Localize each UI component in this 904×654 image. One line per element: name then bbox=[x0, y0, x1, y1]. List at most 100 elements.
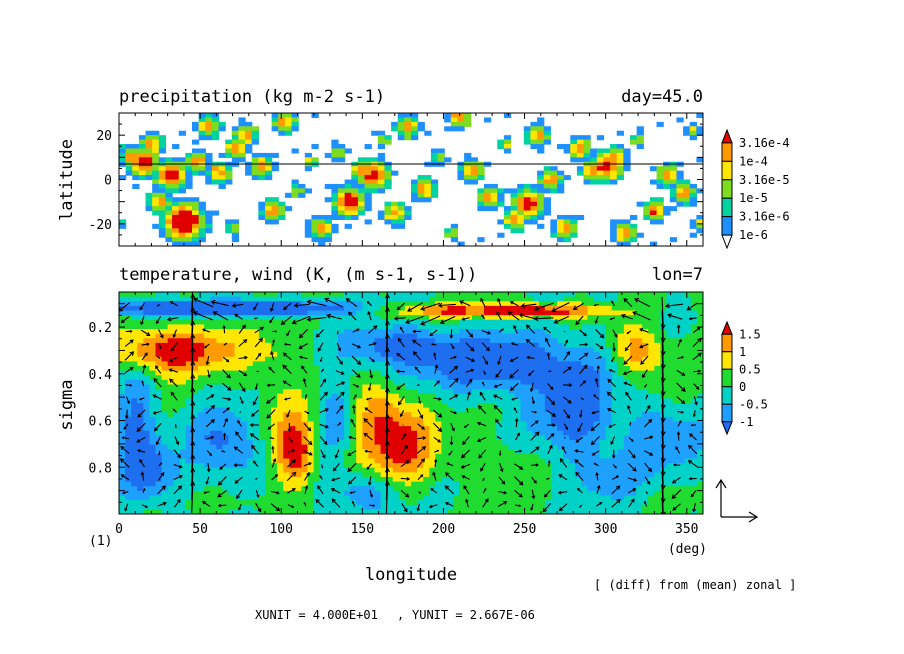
temperature-cell bbox=[149, 403, 157, 409]
temperature-cell bbox=[441, 329, 449, 335]
precip-cell bbox=[165, 219, 173, 225]
temperature-cell bbox=[508, 490, 516, 497]
temperature-cell bbox=[240, 292, 248, 298]
temperature-cell bbox=[593, 393, 601, 399]
precip-cell bbox=[583, 157, 591, 163]
temperature-cell bbox=[398, 403, 406, 409]
precip-cell bbox=[384, 206, 392, 212]
temperature-cell bbox=[338, 481, 345, 487]
temperature-cell bbox=[216, 329, 224, 335]
temperature-cell bbox=[398, 416, 406, 423]
temperature-cell bbox=[258, 481, 266, 487]
temperature-cell bbox=[161, 509, 169, 514]
temperature-cell bbox=[271, 324, 278, 330]
temperature-cell bbox=[228, 361, 236, 367]
temperature-cell bbox=[569, 342, 576, 349]
temperature-cell bbox=[192, 301, 199, 307]
temperature-cell bbox=[222, 366, 230, 372]
precip-cell bbox=[205, 135, 213, 141]
temperature-cell bbox=[356, 319, 363, 325]
precip-cell bbox=[377, 179, 386, 185]
temperature-cell bbox=[490, 421, 497, 427]
temperature-cell bbox=[459, 416, 467, 423]
temperature-cell bbox=[368, 477, 376, 483]
temperature-cell bbox=[149, 467, 157, 473]
temperature-cell bbox=[575, 384, 582, 390]
temperature-cell bbox=[398, 384, 406, 390]
temperature-cell bbox=[490, 366, 497, 372]
temperature-cell bbox=[338, 412, 345, 418]
temperature-cell bbox=[192, 449, 199, 455]
temperature-cell bbox=[447, 412, 455, 418]
temperature-cell bbox=[605, 453, 613, 460]
temperature-cell bbox=[271, 495, 278, 501]
temperature-cell bbox=[295, 426, 303, 432]
temperature-cell bbox=[216, 426, 224, 432]
temperature-cell bbox=[167, 292, 175, 298]
temperature-cell bbox=[575, 352, 582, 358]
temperature-cell bbox=[228, 356, 236, 362]
precip-cell bbox=[377, 175, 386, 181]
temperature-cell bbox=[185, 384, 193, 390]
temperature-cell bbox=[569, 393, 576, 399]
temperature-cell bbox=[392, 421, 400, 427]
temperature-cell bbox=[423, 329, 430, 335]
precip-cell bbox=[225, 223, 233, 229]
temperature-cell bbox=[277, 356, 284, 362]
temperature-cell bbox=[404, 481, 412, 487]
temperature-cell bbox=[185, 379, 193, 386]
temperature-cell bbox=[484, 375, 491, 381]
temperature-cell bbox=[216, 421, 224, 427]
precip-cell bbox=[245, 139, 253, 145]
temperature-cell bbox=[544, 500, 552, 506]
temperature-cell bbox=[417, 310, 424, 316]
temperature-cell bbox=[587, 352, 595, 358]
temperature-cell bbox=[477, 366, 485, 372]
temperature-cell bbox=[526, 393, 534, 399]
temperature-cell bbox=[575, 449, 582, 455]
precip-cell bbox=[152, 179, 160, 185]
precip-cell bbox=[663, 179, 671, 185]
temperature-cell bbox=[319, 407, 327, 413]
temperature-cell bbox=[331, 509, 339, 514]
temperature-cell bbox=[222, 301, 230, 307]
precip-cell bbox=[231, 130, 240, 136]
temperature-cell bbox=[569, 481, 576, 487]
temperature-cell bbox=[131, 301, 138, 307]
temperature-cell bbox=[550, 342, 558, 349]
temperature-cell bbox=[210, 292, 217, 298]
temperature-cell bbox=[544, 463, 552, 469]
temperature-cell bbox=[185, 305, 193, 312]
temperature-cell bbox=[435, 440, 443, 446]
precip-cell bbox=[192, 210, 200, 216]
temperature-cell bbox=[368, 324, 376, 330]
temperature-cell bbox=[484, 403, 491, 409]
precip-colorbar-label: 3.16e-4 bbox=[739, 136, 790, 150]
temperature-cell bbox=[210, 490, 217, 497]
temperature-cell bbox=[277, 292, 284, 298]
temperature-cell bbox=[526, 453, 534, 460]
precip-cell bbox=[185, 183, 193, 189]
precip-cell bbox=[132, 166, 140, 172]
temperature-cell bbox=[599, 292, 607, 298]
temperature-cell bbox=[246, 324, 254, 330]
precip-cell bbox=[490, 206, 498, 212]
temperature-cell bbox=[313, 430, 321, 436]
temperature-cell bbox=[222, 352, 230, 358]
temperature-cell bbox=[228, 333, 236, 339]
temperature-cell bbox=[350, 444, 357, 450]
temperature-cell bbox=[453, 509, 461, 514]
temperature-cell bbox=[216, 352, 224, 358]
temperature-cell bbox=[119, 315, 126, 321]
precip-cell bbox=[550, 175, 558, 181]
temperature-cell bbox=[429, 430, 436, 436]
temperature-cell bbox=[313, 366, 321, 372]
temperature-cell bbox=[380, 292, 388, 298]
precip-cell bbox=[470, 170, 478, 176]
precip-cell bbox=[331, 139, 339, 145]
temperature-cell bbox=[240, 435, 248, 441]
temperature-cell bbox=[143, 329, 151, 335]
temperature-cell bbox=[453, 342, 461, 349]
temperature-cell bbox=[204, 393, 211, 399]
temperature-cell bbox=[520, 370, 528, 376]
